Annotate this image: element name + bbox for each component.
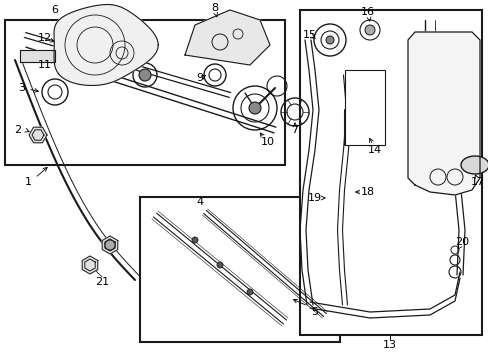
Polygon shape xyxy=(29,127,47,143)
Polygon shape xyxy=(102,236,118,254)
Text: 15: 15 xyxy=(303,30,316,40)
Circle shape xyxy=(246,289,252,295)
Circle shape xyxy=(325,36,333,44)
Text: 20: 20 xyxy=(454,237,468,247)
Polygon shape xyxy=(184,10,269,65)
Circle shape xyxy=(364,25,374,35)
Text: 19: 19 xyxy=(307,193,322,203)
Text: 4: 4 xyxy=(196,197,203,207)
Circle shape xyxy=(217,262,223,268)
Text: 2: 2 xyxy=(15,125,21,135)
Polygon shape xyxy=(84,259,95,271)
Text: 21: 21 xyxy=(95,277,109,287)
Text: 13: 13 xyxy=(382,340,396,350)
Polygon shape xyxy=(82,256,98,274)
Bar xyxy=(345,70,384,145)
Text: 11: 11 xyxy=(38,60,52,70)
Circle shape xyxy=(105,240,115,250)
Text: 12: 12 xyxy=(38,33,52,43)
Text: 8: 8 xyxy=(211,3,218,13)
Circle shape xyxy=(192,237,198,243)
Text: 16: 16 xyxy=(360,7,374,17)
Text: 7: 7 xyxy=(291,125,298,135)
Text: 9: 9 xyxy=(196,73,203,83)
Bar xyxy=(140,197,339,342)
Polygon shape xyxy=(54,5,158,85)
Text: 10: 10 xyxy=(261,137,274,147)
Circle shape xyxy=(139,69,151,81)
Text: 3: 3 xyxy=(19,83,25,93)
Text: 17: 17 xyxy=(470,177,484,187)
Polygon shape xyxy=(32,130,44,140)
Bar xyxy=(299,10,481,335)
Ellipse shape xyxy=(460,156,488,174)
Text: 18: 18 xyxy=(360,187,374,197)
Text: 14: 14 xyxy=(367,145,381,155)
Text: 6: 6 xyxy=(51,5,59,15)
Bar xyxy=(5,20,285,165)
Circle shape xyxy=(248,102,261,114)
Text: 5: 5 xyxy=(311,307,318,317)
Polygon shape xyxy=(104,239,115,251)
Polygon shape xyxy=(407,32,479,195)
Text: 1: 1 xyxy=(24,177,31,187)
Polygon shape xyxy=(20,50,55,62)
